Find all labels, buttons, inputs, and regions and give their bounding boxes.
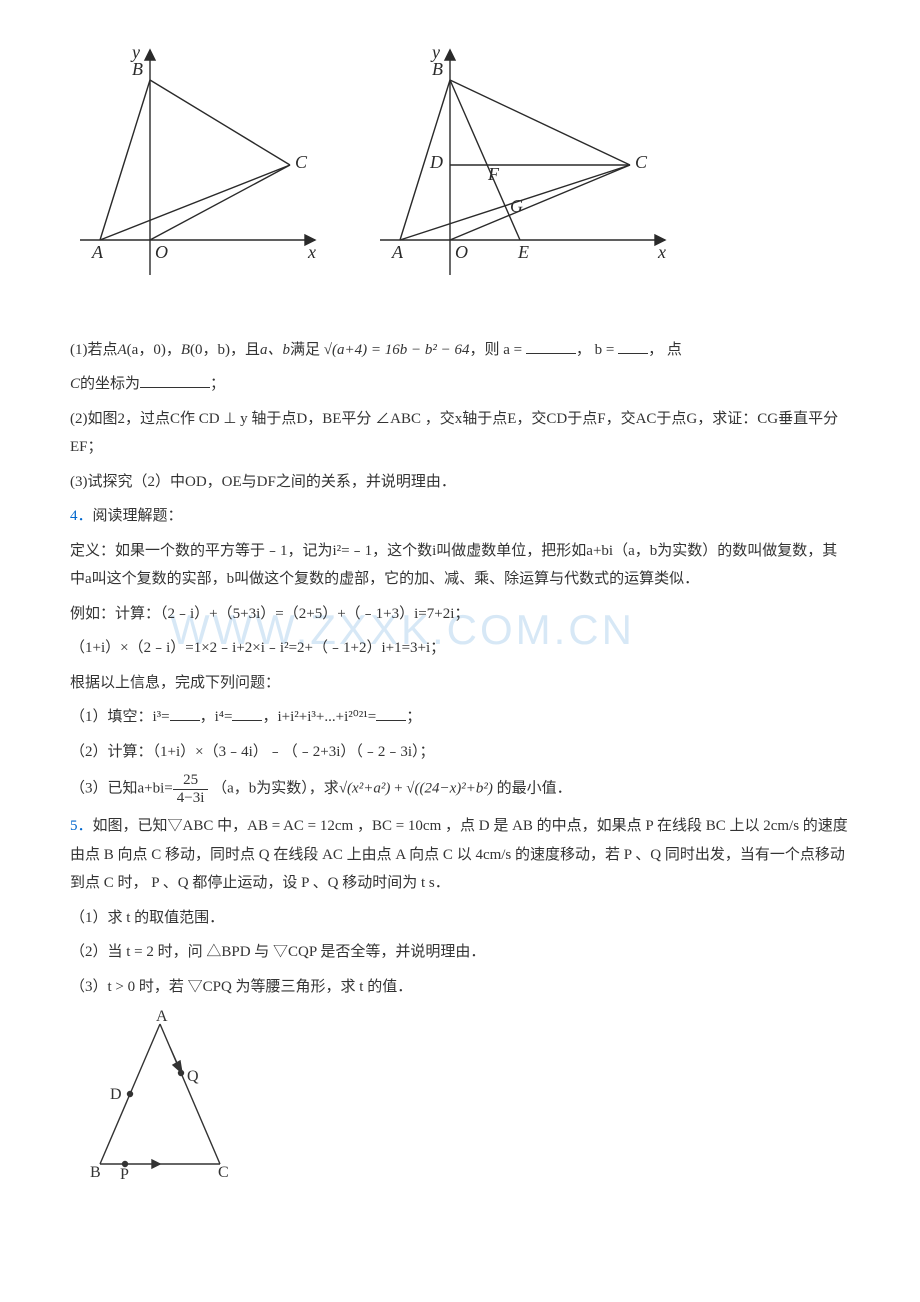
svg-text:y: y xyxy=(130,42,140,62)
svg-text:B: B xyxy=(132,59,143,79)
blank-i3 xyxy=(170,706,200,721)
svg-text:F: F xyxy=(487,164,500,184)
p5-q1: （1）求 t 的取值范围． xyxy=(70,904,850,933)
p3-q2: (2)如图2，过点C作 CD ⊥ y 轴于点D，BE平分 ∠ABC ，交x轴于点… xyxy=(70,405,850,462)
p4-ex2: （1+i）×（2﹣i）=1×2﹣i+2×i﹣i²=2+（﹣1+2）i+1=3+i… xyxy=(70,634,850,663)
svg-text:Q: Q xyxy=(187,1068,199,1085)
blank-sum xyxy=(376,706,406,721)
p4-ex1: 例如：计算：（2﹣i）+（5+3i）=（2+5）+（﹣1+3）i=7+2i； xyxy=(70,600,850,629)
svg-text:C: C xyxy=(218,1164,229,1181)
figure-2: A B C D E F G O x y xyxy=(370,40,680,306)
p4-followup: 根据以上信息，完成下列问题： xyxy=(70,669,850,698)
p4-header: 4．阅读理解题： xyxy=(70,502,850,531)
svg-text:E: E xyxy=(517,242,529,262)
svg-text:C: C xyxy=(295,152,308,172)
svg-text:O: O xyxy=(155,242,168,262)
figure-1: A B C O x y xyxy=(70,40,330,306)
triangle-svg-1: A B C O x y xyxy=(70,40,330,295)
svg-text:D: D xyxy=(110,1086,122,1103)
svg-text:A: A xyxy=(91,242,104,262)
figure-3: A B C D P Q xyxy=(70,1009,850,1195)
p3-q1-cont: C的坐标为； xyxy=(70,370,850,399)
problem-4-number: 4． xyxy=(70,508,93,524)
svg-text:x: x xyxy=(307,242,316,262)
svg-text:G: G xyxy=(510,196,523,216)
blank-b xyxy=(618,339,648,354)
blank-c xyxy=(140,373,210,388)
p5-q2: （2）当 t = 2 时，问 △BPD 与 ▽CQP 是否全等，并说明理由． xyxy=(70,938,850,967)
svg-text:B: B xyxy=(432,59,443,79)
p3-q3: (3)试探究（2）中OD，OE与DF之间的关系，并说明理由． xyxy=(70,468,850,497)
p4-def: 定义：如果一个数的平方等于﹣1，记为i²=﹣1，这个数i叫做虚数单位，把形如a+… xyxy=(70,537,850,594)
svg-text:C: C xyxy=(635,152,648,172)
p4-q3: （3）已知a+bi=254−3i （a，b为实数），求√(x²+a²) + √(… xyxy=(70,772,850,806)
p5-intro: 5．如图，已知▽ABC 中，AB = AC = 12cm ，BC = 10cm … xyxy=(70,812,850,898)
p5-q3: （3）t > 0 时，若 ▽CPQ 为等腰三角形，求 t 的值． xyxy=(70,973,850,1002)
svg-text:O: O xyxy=(455,242,468,262)
svg-text:A: A xyxy=(391,242,404,262)
p3-eq: √(a+4) = 16b − b² − 64 xyxy=(324,342,470,358)
svg-text:D: D xyxy=(429,152,443,172)
p3-q1: (1)若点A(a，0)，B(0，b)，且a、b满足 √(a+4) = 16b −… xyxy=(70,336,850,365)
p4-q2: （2）计算：（1+i）×（3﹣4i）﹣（﹣2+3i）（﹣2﹣3i）； xyxy=(70,738,850,767)
blank-a xyxy=(526,339,576,354)
triangle-svg-3: A B C D P Q xyxy=(70,1009,250,1184)
svg-text:A: A xyxy=(156,1009,168,1025)
svg-text:y: y xyxy=(430,42,440,62)
blank-i4 xyxy=(232,706,262,721)
p4-q1: （1）填空：i³=，i⁴=，i+i²+i³+...+i²⁰²¹=； xyxy=(70,703,850,732)
triangle-svg-2: A B C D E F G O x y xyxy=(370,40,680,295)
svg-text:x: x xyxy=(657,242,666,262)
svg-text:P: P xyxy=(120,1166,129,1183)
figures-row: A B C O x y xyxy=(70,40,850,306)
problem-5-number: 5． xyxy=(70,818,93,834)
svg-text:B: B xyxy=(90,1164,101,1181)
